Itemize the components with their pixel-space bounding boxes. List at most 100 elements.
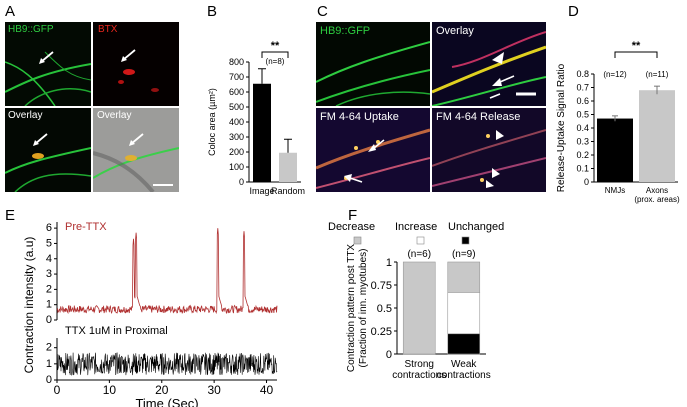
significance-bracket [261, 51, 289, 58]
legend-label: Unchanged [448, 221, 504, 233]
label-c-uptake: FM 4-64 Uptake [320, 111, 399, 123]
micrograph-c-release: FM 4-64 Release [432, 108, 546, 192]
label-c-release: FM 4-64 Release [436, 111, 521, 123]
bar [253, 83, 271, 182]
micrograph-btx: BTX [93, 22, 179, 106]
y-tick-label: 5 [46, 237, 52, 249]
label-hb9: HB9::GFP [8, 24, 54, 35]
y-tick-label: 400 [229, 117, 244, 127]
micrograph-overlay: Overlay [5, 108, 91, 192]
x-tick-label: Strong [405, 359, 434, 370]
arrow-icon-group [344, 139, 385, 183]
y-tick-label: 2 [46, 283, 52, 295]
y-tick-label: 800 [229, 57, 244, 67]
x-tick-sublabel: (prox. areas) [634, 195, 680, 204]
x-tick-sublabel: contractions [437, 370, 491, 381]
stacked-bar-segment [402, 261, 436, 355]
y-tick-label: 0.7 [576, 83, 589, 93]
x-tick-label: NMJs [605, 186, 625, 195]
legend-swatch [416, 236, 425, 245]
trace-ttx [56, 352, 278, 376]
y-tick-label: 0.2 [576, 150, 589, 160]
panel-label-e: E [5, 207, 16, 224]
legend-label: Increase [395, 221, 437, 233]
y-tick-label: 0 [386, 349, 392, 361]
arrow-icon [129, 133, 144, 146]
y-tick-label: 100 [229, 162, 244, 172]
n-label: (n=12) [603, 70, 627, 79]
trace-pre-ttx [56, 228, 278, 315]
arrow-icon-group [486, 130, 504, 188]
y-tick-label: 1 [46, 358, 52, 370]
arrow-icon-group [489, 52, 515, 99]
n-label: (n=6) [407, 249, 431, 260]
panel-label-f: F [348, 207, 358, 224]
stacked-bar-segment [447, 261, 481, 293]
chart-d: 0 0.1 0.2 0.3 0.4 0.5 0.6 0.7 0.8 NMJs (n=12) Axons… [556, 40, 680, 204]
x-tick-label: 10 [103, 383, 117, 397]
y-tick-label: 3 [46, 268, 52, 280]
panel-label-b: B [207, 3, 218, 20]
y-tick-label: 600 [229, 87, 244, 97]
y-axis-label-2: (Fraction of inn. myotubes) [358, 249, 369, 368]
y-tick-label: 500 [229, 102, 244, 112]
y-tick-label: 700 [229, 72, 244, 82]
bar [279, 152, 297, 182]
neurite-drawing [316, 41, 430, 106]
x-tick-label: 30 [207, 383, 221, 397]
x-tick-label: Random [271, 186, 305, 196]
y-tick-label: 0.1 [576, 164, 589, 174]
y-tick-label: 0.6 [576, 96, 589, 106]
legend-swatch [353, 236, 362, 245]
y-tick-label: 6 [46, 222, 52, 234]
y-tick-label: 1 [386, 257, 392, 269]
significance-bracket [614, 51, 658, 58]
legend-swatch [461, 236, 470, 245]
neurite-drawing [5, 51, 91, 106]
x-tick-label: Image [249, 186, 274, 196]
significance-label: ** [632, 40, 641, 52]
y-tick-label: 0.8 [576, 69, 589, 79]
n-label: (n=8) [266, 57, 285, 66]
chart-f: Decrease Increase Unchanged 0 0.25 0.5 0.75 1 (n… [328, 221, 504, 381]
uptake-drawing [316, 128, 430, 189]
y-axis-label: Release-Uptake Signal Ratio [556, 63, 567, 192]
panel-label-c: C [317, 3, 328, 20]
btx-signal [118, 69, 159, 92]
chart-e: 0 1 2 3 4 5 6 Pre-TTX 0 1 2 TTX 1uM in Proximal 0 10 2… [22, 221, 278, 407]
y-tick-label: 300 [229, 132, 244, 142]
overlay-drawing [5, 147, 91, 192]
y-tick-label: 0.4 [576, 123, 589, 133]
y-tick-label: 0 [46, 374, 52, 386]
y-tick-label: 0 [46, 314, 52, 326]
series-label-pre-ttx: Pre-TTX [65, 221, 107, 233]
y-tick-label: 2 [46, 342, 52, 354]
series-label-ttx: TTX 1uM in Proximal [65, 325, 168, 337]
y-tick-label: 4 [46, 253, 52, 265]
y-tick-label: 0.3 [576, 137, 589, 147]
x-tick-label: 20 [155, 383, 169, 397]
y-tick-label: 0.25 [371, 326, 392, 338]
y-tick-label: 0 [584, 177, 589, 187]
label-overlay-2: Overlay [97, 110, 132, 121]
label-c-overlay: Overlay [436, 25, 474, 37]
y-tick-label: 0.5 [576, 110, 589, 120]
x-tick-label: Axons [646, 186, 668, 195]
y-tick-label: 200 [229, 147, 244, 157]
release-drawing [432, 129, 546, 187]
y-axis-label: Contraction pattern post TTX [346, 244, 357, 373]
y-tick-label: 1 [46, 299, 52, 311]
y-tick-label: 0.5 [377, 303, 392, 315]
y-axis-label: Contraction intensity (a.u) [22, 237, 36, 374]
bar [597, 118, 633, 182]
micrograph-hb9-gfp: HB9::GFP [5, 22, 91, 106]
x-tick-sublabel: contractions [392, 370, 446, 381]
overlay-c-drawing [432, 31, 546, 106]
significance-label: ** [271, 40, 280, 52]
panel-label-a: A [5, 3, 16, 20]
panel-label-d: D [568, 3, 579, 20]
stacked-bar-segment [447, 333, 481, 355]
legend-label: Decrease [328, 221, 375, 233]
arrow-icon [39, 51, 54, 64]
